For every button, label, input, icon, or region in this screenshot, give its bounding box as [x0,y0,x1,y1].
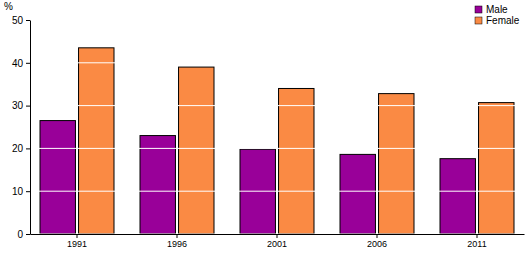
x-tick-label: 2001 [267,239,287,249]
y-tick-label: 30 [12,100,24,111]
legend-label: Female [486,15,520,26]
y-tick-label: 10 [12,186,24,197]
y-tick-mark [26,234,30,235]
y-tick: 0 [17,229,30,240]
y-tick-mark [26,106,30,107]
x-tick: 2006 [367,234,387,249]
x-tick-label: 1996 [167,239,187,249]
grid-line [30,234,524,235]
grid-line [30,20,524,21]
bar [79,48,114,234]
x-tick-label: 2006 [367,239,387,249]
y-axis-line [30,21,31,235]
grid-line [30,191,524,192]
y-tick-mark [26,63,30,64]
x-tick-mark [277,234,278,238]
x-tick-mark [177,234,178,238]
x-tick: 1996 [167,234,187,249]
y-tick: 10 [12,186,30,197]
legend-label: Male [486,4,508,15]
y-tick-label: 50 [12,15,24,26]
y-tick: 30 [12,100,30,111]
bar [479,103,514,234]
bar [440,159,475,234]
legend: MaleFemale [475,4,520,26]
chart: 0 10 20 30 40 50 1991 1996 2001 2006 2011% MaleFema… [0,0,529,253]
bar [140,136,175,234]
legend-swatch [475,6,482,13]
y-axis: 0 10 20 30 40 50 [12,15,31,240]
x-tick: 1991 [67,234,87,249]
legend-swatch [475,17,482,24]
grid-line [30,62,524,63]
y-tick-label: 0 [17,229,23,240]
y-tick: 20 [12,143,30,154]
bar [279,88,314,234]
y-tick-mark [26,191,30,192]
x-tick-mark [77,234,78,238]
plot-area [30,20,524,234]
x-tick-mark [477,234,478,238]
bar [179,67,214,234]
bar [340,154,375,234]
y-tick: 50 [12,15,30,26]
x-axis: 1991 1996 2001 2006 2011 [31,234,525,249]
y-tick-label: 40 [12,58,24,69]
x-tick-label: 1991 [67,239,87,249]
bar [379,94,414,234]
y-tick-label: 20 [12,143,24,154]
y-tick-mark [26,148,30,149]
x-tick-label: 2011 [467,239,486,249]
grid-line [30,105,524,106]
grid-line [30,148,524,149]
y-tick: 40 [12,58,30,69]
bar [40,121,75,234]
x-tick-mark [377,234,378,238]
y-axis-title: % [4,1,13,12]
y-tick-mark [26,20,30,21]
x-tick: 2001 [267,234,287,249]
x-tick: 2011 [467,234,486,249]
